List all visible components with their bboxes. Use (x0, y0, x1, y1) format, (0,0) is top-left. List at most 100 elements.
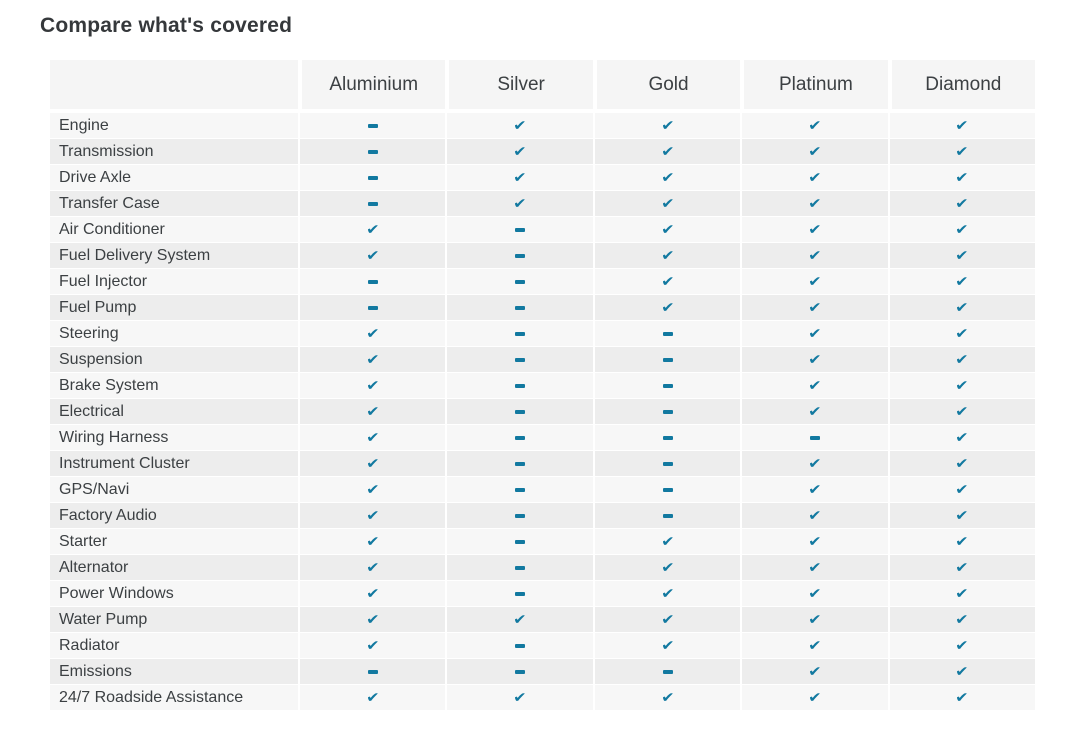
dash-icon (662, 409, 673, 414)
coverage-cell: ✔ (887, 243, 1036, 268)
dash-icon (367, 305, 378, 310)
dash-icon (515, 643, 526, 648)
dash-icon (515, 669, 526, 674)
check-icon: ✔ (808, 481, 822, 498)
row-label: Transmission (50, 139, 298, 164)
coverage-cell: ✔ (298, 503, 446, 528)
check-icon: ✔ (955, 273, 970, 290)
coverage-cell: ✔ (887, 373, 1036, 398)
check-icon: ✔ (808, 455, 822, 472)
coverage-cell (445, 477, 593, 502)
table-row: 24/7 Roadside Assistance ✔ ✔ ✔ ✔ ✔ (50, 685, 1036, 711)
coverage-cell: ✔ (740, 607, 888, 632)
coverage-cell: ✔ (445, 685, 593, 710)
dash-icon (515, 513, 526, 518)
coverage-cell (445, 425, 593, 450)
row-label: Fuel Pump (50, 295, 298, 320)
check-icon: ✔ (808, 273, 822, 290)
coverage-cell: ✔ (298, 217, 446, 242)
column-header-platinum: Platinum (740, 60, 888, 109)
check-icon: ✔ (808, 663, 822, 680)
dash-icon (515, 383, 526, 388)
dash-icon (515, 253, 526, 258)
page-title: Compare what's covered (40, 14, 293, 37)
coverage-cell (298, 191, 446, 216)
check-icon: ✔ (955, 611, 970, 628)
coverage-cell: ✔ (740, 373, 888, 398)
check-icon: ✔ (808, 117, 822, 134)
row-label: 24/7 Roadside Assistance (50, 685, 298, 710)
table-row: Power Windows ✔ ✔ ✔ ✔ (50, 581, 1036, 607)
check-icon: ✔ (808, 533, 822, 550)
table-row: Wiring Harness ✔ ✔ (50, 425, 1036, 451)
coverage-cell (445, 243, 593, 268)
coverage-cell: ✔ (740, 243, 888, 268)
check-icon: ✔ (808, 403, 822, 420)
check-icon: ✔ (955, 559, 970, 576)
coverage-cell: ✔ (592, 269, 741, 294)
coverage-cell: ✔ (298, 477, 446, 502)
check-icon: ✔ (955, 663, 970, 680)
coverage-cell: ✔ (740, 685, 888, 710)
row-label: Emissions (50, 659, 298, 684)
check-icon: ✔ (955, 325, 970, 342)
header-cell-empty (50, 60, 298, 109)
check-icon: ✔ (808, 377, 822, 394)
check-icon: ✔ (365, 325, 380, 342)
coverage-cell (592, 451, 741, 476)
table-row: Instrument Cluster ✔ ✔ ✔ (50, 451, 1036, 477)
coverage-cell: ✔ (887, 269, 1036, 294)
table-row: Fuel Delivery System ✔ ✔ ✔ ✔ (50, 243, 1036, 269)
dash-icon (515, 591, 526, 596)
check-icon: ✔ (808, 247, 822, 264)
coverage-cell: ✔ (592, 217, 741, 242)
dash-icon (662, 435, 673, 440)
check-icon: ✔ (660, 585, 675, 602)
check-icon: ✔ (365, 247, 380, 264)
row-label: Starter (50, 529, 298, 554)
coverage-cell (298, 659, 446, 684)
dash-icon (515, 305, 526, 310)
table-row: Engine ✔ ✔ ✔ ✔ (50, 113, 1036, 139)
coverage-cell: ✔ (740, 321, 888, 346)
dash-icon (367, 149, 378, 154)
coverage-cell: ✔ (592, 113, 741, 138)
coverage-cell: ✔ (887, 451, 1036, 476)
table-row: Transfer Case ✔ ✔ ✔ ✔ (50, 191, 1036, 217)
check-icon: ✔ (660, 273, 675, 290)
check-icon: ✔ (955, 533, 970, 550)
check-icon: ✔ (660, 637, 675, 654)
dash-icon (367, 201, 378, 206)
coverage-cell: ✔ (887, 217, 1036, 242)
table-row: Suspension ✔ ✔ ✔ (50, 347, 1036, 373)
coverage-cell: ✔ (740, 659, 888, 684)
check-icon: ✔ (365, 377, 380, 394)
table-row: GPS/Navi ✔ ✔ ✔ (50, 477, 1036, 503)
coverage-cell (592, 425, 741, 450)
coverage-cell: ✔ (740, 399, 888, 424)
coverage-cell: ✔ (445, 607, 593, 632)
coverage-cell (445, 269, 593, 294)
coverage-cell: ✔ (298, 399, 446, 424)
coverage-cell: ✔ (740, 451, 888, 476)
coverage-cell: ✔ (298, 321, 446, 346)
coverage-cell (592, 347, 741, 372)
check-icon: ✔ (808, 169, 822, 186)
dash-icon (662, 357, 673, 362)
coverage-cell: ✔ (592, 139, 741, 164)
check-icon: ✔ (365, 403, 380, 420)
check-icon: ✔ (955, 507, 970, 524)
dash-icon (367, 279, 378, 284)
coverage-cell: ✔ (298, 451, 446, 476)
check-icon: ✔ (808, 611, 822, 628)
coverage-cell: ✔ (740, 529, 888, 554)
table-row: Drive Axle ✔ ✔ ✔ ✔ (50, 165, 1036, 191)
coverage-cell: ✔ (887, 581, 1036, 606)
row-label: Drive Axle (50, 165, 298, 190)
dash-icon (515, 409, 526, 414)
table-row: Brake System ✔ ✔ ✔ (50, 373, 1036, 399)
check-icon: ✔ (955, 221, 970, 238)
coverage-cell (445, 451, 593, 476)
coverage-cell: ✔ (445, 165, 593, 190)
table-row: Water Pump ✔ ✔ ✔ ✔ ✔ (50, 607, 1036, 633)
